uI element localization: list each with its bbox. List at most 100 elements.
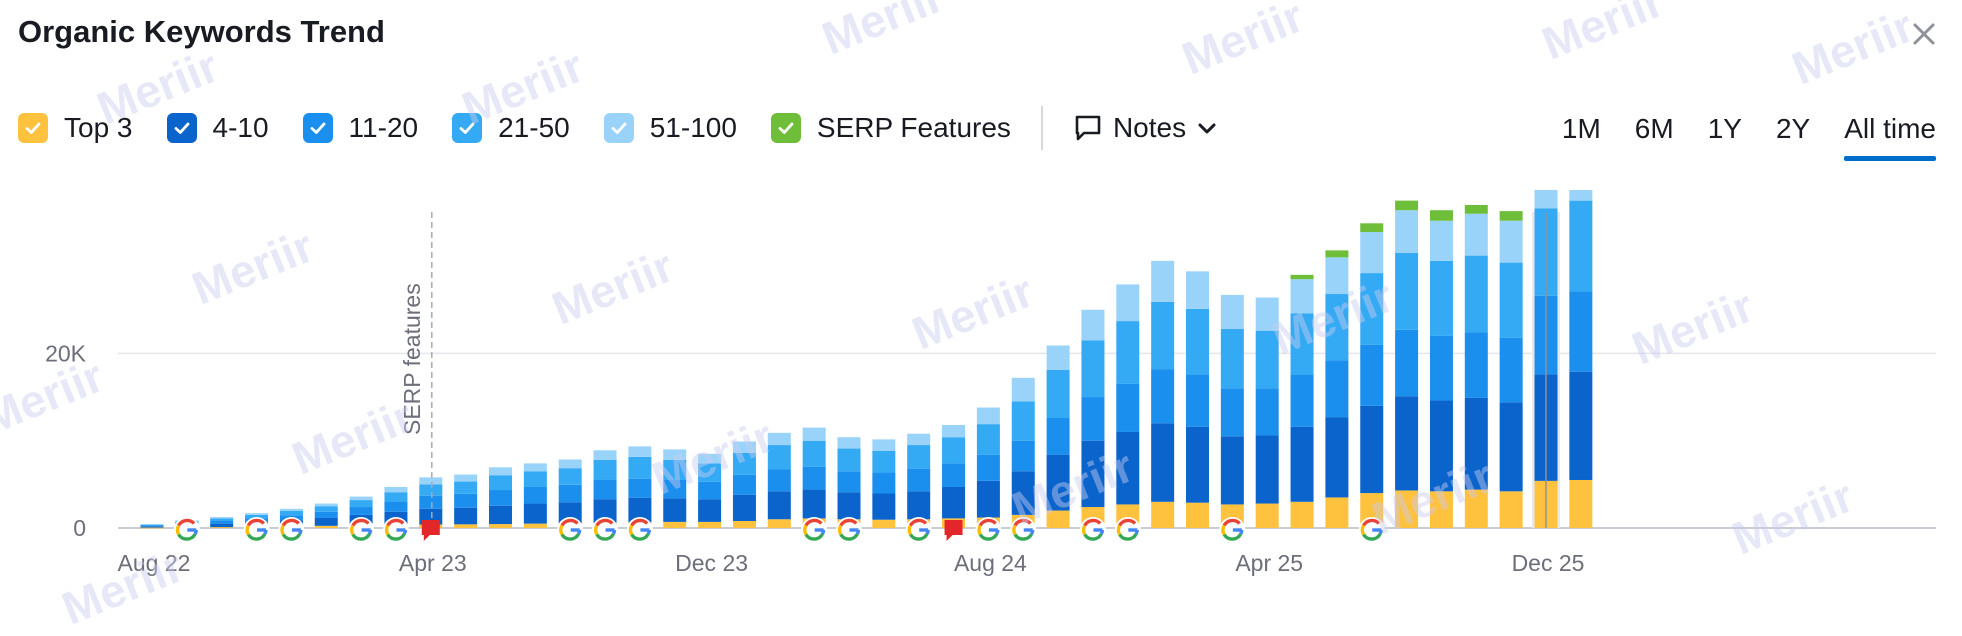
note-flag-icon[interactable] (944, 520, 963, 541)
bar-segment[interactable] (140, 525, 164, 527)
bar-segment[interactable] (1464, 489, 1488, 528)
google-update-icon[interactable] (348, 517, 375, 543)
google-update-icon[interactable] (801, 517, 828, 543)
note-flag-icon[interactable] (421, 520, 440, 541)
bar-segment[interactable] (419, 495, 443, 509)
bar-segment[interactable] (1011, 377, 1035, 402)
bar-segment[interactable] (489, 524, 512, 528)
range-6m-button[interactable]: 6M (1634, 113, 1674, 144)
google-update-icon[interactable] (278, 517, 305, 543)
bar-segment[interactable] (1395, 396, 1419, 491)
bar-segment[interactable] (1011, 471, 1035, 515)
bar-segment[interactable] (802, 440, 826, 467)
bar-segment[interactable] (732, 441, 756, 453)
bar-segment[interactable] (454, 524, 478, 528)
bar-segment[interactable] (279, 510, 303, 516)
bar-segment[interactable] (1081, 309, 1105, 341)
bar-segment[interactable] (1499, 491, 1523, 528)
bar-segment[interactable] (837, 437, 861, 449)
bar-segment[interactable] (767, 519, 791, 528)
bar-segment[interactable] (210, 527, 234, 528)
bar-segment[interactable] (907, 433, 931, 446)
bar-segment[interactable] (1395, 210, 1419, 254)
bar-segment[interactable] (1429, 335, 1453, 401)
bar-segment[interactable] (210, 520, 234, 524)
legend-checkbox[interactable] (770, 113, 801, 143)
bar-segment[interactable] (489, 490, 512, 506)
bar-segment[interactable] (314, 503, 338, 507)
bar-segment[interactable] (245, 514, 269, 519)
bar-segment[interactable] (942, 486, 966, 519)
bar-segment[interactable] (1220, 294, 1244, 329)
bar-segment[interactable] (1534, 190, 1558, 209)
bar-segment[interactable] (523, 471, 547, 487)
bar-segment[interactable] (489, 505, 512, 525)
bar-segment[interactable] (698, 463, 722, 482)
bar-segment[interactable] (698, 521, 722, 528)
bar-segment[interactable] (1290, 313, 1314, 375)
bar-segment[interactable] (140, 524, 164, 525)
legend-checkbox[interactable] (166, 113, 197, 143)
bar-segment[interactable] (384, 501, 408, 512)
google-update-icon[interactable] (836, 517, 862, 543)
bar-segment[interactable] (1186, 308, 1209, 375)
bar-segment[interactable] (1255, 297, 1279, 331)
bar-segment[interactable] (628, 456, 652, 479)
bar-segment[interactable] (489, 475, 512, 491)
bar-segment[interactable] (976, 424, 1000, 455)
bar-segment[interactable] (1325, 294, 1349, 361)
bar-segment[interactable] (976, 480, 1000, 518)
notes-dropdown[interactable]: Notes (1073, 112, 1218, 144)
bar-segment[interactable] (140, 526, 164, 528)
bar-segment[interactable] (1569, 479, 1593, 528)
bar-segment[interactable] (802, 489, 826, 519)
bar-segment[interactable] (1290, 426, 1314, 502)
range-1m-button[interactable]: 1M (1561, 113, 1601, 144)
bar-segment[interactable] (314, 525, 338, 528)
bar-segment[interactable] (384, 492, 408, 502)
google-update-icon[interactable] (1114, 517, 1141, 543)
bar-segment[interactable] (593, 479, 617, 500)
bar-segment[interactable] (663, 498, 687, 522)
bar-segment[interactable] (1499, 220, 1523, 263)
bar-segment[interactable] (976, 454, 1000, 481)
bar-segment[interactable] (1464, 213, 1488, 256)
bar-segment[interactable] (1429, 400, 1453, 492)
bar-segment[interactable] (419, 477, 443, 485)
google-update-icon[interactable] (905, 517, 932, 543)
bar-segment[interactable] (1395, 200, 1419, 211)
bar-segment[interactable] (628, 446, 652, 457)
bar-segment[interactable] (140, 524, 164, 526)
bar-segment[interactable] (210, 517, 234, 519)
bar-segment[interactable] (732, 452, 756, 475)
bar-segment[interactable] (314, 511, 338, 518)
bar-segment[interactable] (593, 450, 617, 460)
google-update-icon[interactable] (557, 517, 584, 543)
bar-segment[interactable] (1081, 440, 1105, 508)
bar-segment[interactable] (349, 507, 373, 515)
google-update-icon[interactable] (1219, 517, 1246, 543)
bar-segment[interactable] (558, 459, 582, 469)
google-update-icon[interactable] (382, 517, 409, 543)
bar-segment[interactable] (1290, 279, 1314, 314)
bar-segment[interactable] (1569, 200, 1593, 292)
google-update-icon[interactable] (975, 517, 1002, 543)
bar-segment[interactable] (1325, 417, 1349, 498)
bar-segment[interactable] (1046, 510, 1070, 528)
bar-segment[interactable] (1360, 232, 1384, 274)
bar-segment[interactable] (140, 527, 164, 529)
bar-segment[interactable] (1186, 426, 1209, 503)
bar-segment[interactable] (1499, 262, 1523, 338)
bar-segment[interactable] (1255, 388, 1279, 436)
bar-segment[interactable] (1046, 418, 1070, 455)
bar-segment[interactable] (802, 427, 826, 441)
bar-segment[interactable] (1464, 332, 1488, 398)
bar-segment[interactable] (1186, 502, 1209, 528)
bar-segment[interactable] (767, 432, 791, 446)
bar-segment[interactable] (314, 517, 338, 526)
bar-segment[interactable] (663, 479, 687, 499)
range-2y-button[interactable]: 2Y (1775, 113, 1811, 144)
bar-segment[interactable] (349, 500, 373, 508)
bar-segment[interactable] (210, 518, 234, 521)
bar-segment[interactable] (1186, 271, 1209, 309)
